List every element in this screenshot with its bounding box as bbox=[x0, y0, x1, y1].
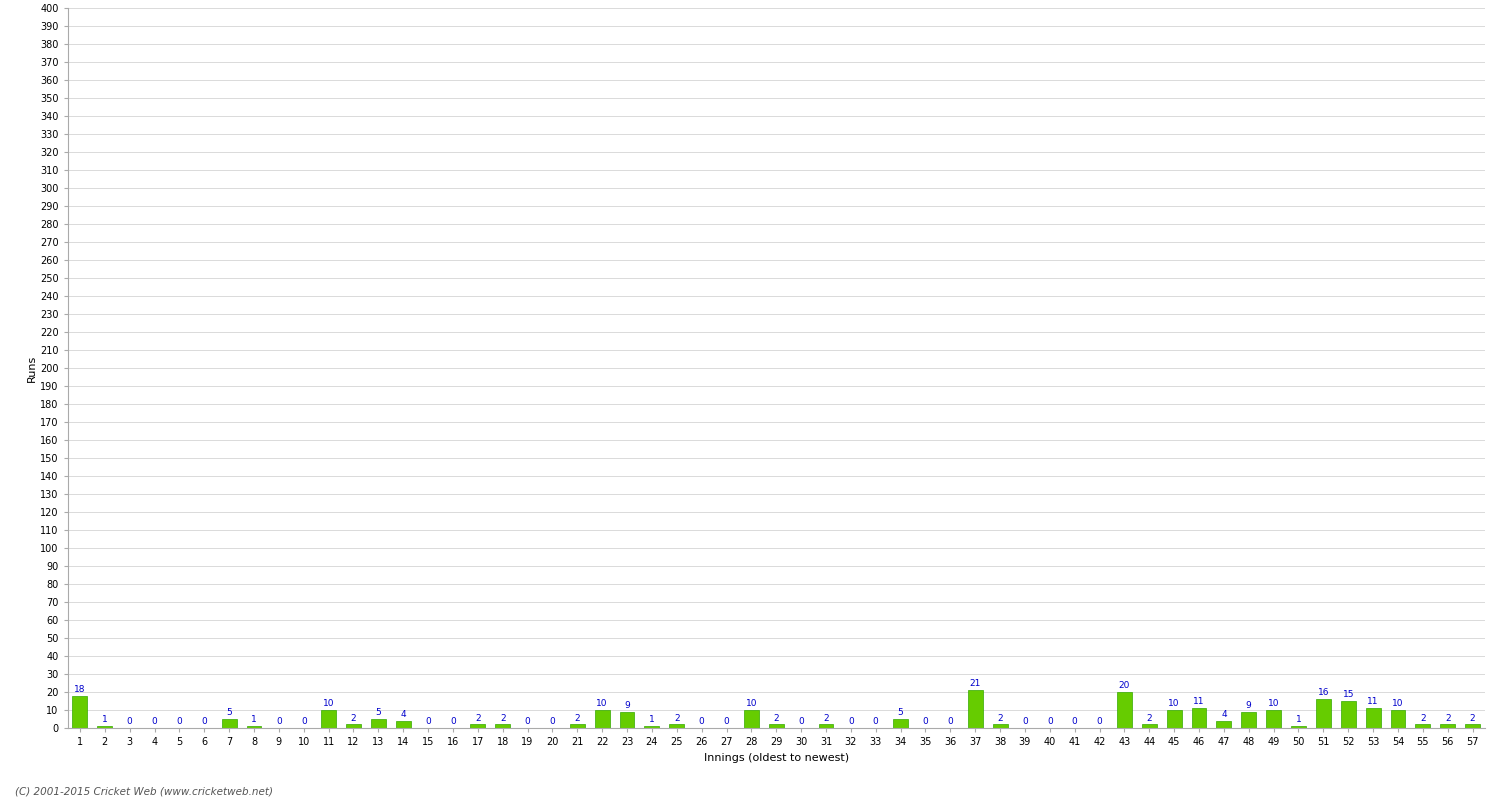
Text: 0: 0 bbox=[723, 718, 729, 726]
Text: 11: 11 bbox=[1368, 698, 1378, 706]
Text: 0: 0 bbox=[699, 718, 705, 726]
Text: 16: 16 bbox=[1317, 688, 1329, 698]
Text: 11: 11 bbox=[1194, 698, 1204, 706]
Text: 4: 4 bbox=[400, 710, 406, 719]
Text: 0: 0 bbox=[1072, 718, 1077, 726]
Text: 2: 2 bbox=[351, 714, 357, 722]
Bar bbox=[1365, 708, 1380, 728]
Bar bbox=[744, 710, 759, 728]
Bar bbox=[1466, 725, 1480, 728]
Text: 9: 9 bbox=[1246, 701, 1251, 710]
Text: 2: 2 bbox=[824, 714, 830, 722]
Text: 10: 10 bbox=[746, 699, 758, 708]
Text: (C) 2001-2015 Cricket Web (www.cricketweb.net): (C) 2001-2015 Cricket Web (www.cricketwe… bbox=[15, 786, 273, 796]
Text: 1: 1 bbox=[251, 715, 257, 725]
Bar bbox=[1167, 710, 1182, 728]
Text: 4: 4 bbox=[1221, 710, 1227, 719]
Text: 0: 0 bbox=[276, 718, 282, 726]
Text: 0: 0 bbox=[450, 718, 456, 726]
Text: 0: 0 bbox=[424, 718, 430, 726]
Bar bbox=[1118, 692, 1132, 728]
Text: 5: 5 bbox=[226, 708, 232, 718]
Text: 5: 5 bbox=[375, 708, 381, 718]
Text: 2: 2 bbox=[574, 714, 580, 722]
Text: 10: 10 bbox=[1268, 699, 1280, 708]
X-axis label: Innings (oldest to newest): Innings (oldest to newest) bbox=[704, 753, 849, 762]
Text: 1: 1 bbox=[1296, 715, 1302, 725]
Bar bbox=[1266, 710, 1281, 728]
Text: 0: 0 bbox=[1096, 718, 1102, 726]
Text: 2: 2 bbox=[1470, 714, 1476, 722]
Bar bbox=[620, 712, 634, 728]
Text: 0: 0 bbox=[1047, 718, 1053, 726]
Text: 0: 0 bbox=[922, 718, 928, 726]
Text: 10: 10 bbox=[1392, 699, 1404, 708]
Text: 0: 0 bbox=[1022, 718, 1028, 726]
Bar bbox=[1390, 710, 1406, 728]
Text: 10: 10 bbox=[322, 699, 334, 708]
Bar bbox=[892, 719, 908, 728]
Y-axis label: Runs: Runs bbox=[27, 354, 38, 382]
Bar bbox=[645, 726, 660, 728]
Bar bbox=[495, 725, 510, 728]
Text: 21: 21 bbox=[969, 679, 981, 688]
Text: 0: 0 bbox=[847, 718, 853, 726]
Text: 2: 2 bbox=[774, 714, 778, 722]
Bar bbox=[370, 719, 386, 728]
Text: 10: 10 bbox=[597, 699, 608, 708]
Bar bbox=[1142, 725, 1156, 728]
Bar bbox=[669, 725, 684, 728]
Text: 1: 1 bbox=[102, 715, 108, 725]
Bar bbox=[1292, 726, 1306, 728]
Bar bbox=[968, 690, 982, 728]
Bar bbox=[1341, 701, 1356, 728]
Text: 2: 2 bbox=[1146, 714, 1152, 722]
Bar bbox=[594, 710, 609, 728]
Text: 10: 10 bbox=[1168, 699, 1180, 708]
Text: 20: 20 bbox=[1119, 682, 1130, 690]
Text: 5: 5 bbox=[897, 708, 903, 718]
Bar bbox=[993, 725, 1008, 728]
Bar bbox=[471, 725, 486, 728]
Text: 2: 2 bbox=[1420, 714, 1425, 722]
Text: 2: 2 bbox=[500, 714, 506, 722]
Bar bbox=[1242, 712, 1256, 728]
Text: 0: 0 bbox=[549, 718, 555, 726]
Text: 0: 0 bbox=[798, 718, 804, 726]
Bar bbox=[346, 725, 362, 728]
Text: 0: 0 bbox=[177, 718, 183, 726]
Text: 15: 15 bbox=[1342, 690, 1354, 699]
Text: 2: 2 bbox=[476, 714, 480, 722]
Text: 0: 0 bbox=[873, 718, 879, 726]
Text: 0: 0 bbox=[201, 718, 207, 726]
Text: 0: 0 bbox=[948, 718, 952, 726]
Text: 0: 0 bbox=[128, 718, 132, 726]
Bar bbox=[321, 710, 336, 728]
Bar bbox=[396, 721, 411, 728]
Bar bbox=[222, 719, 237, 728]
Text: 2: 2 bbox=[674, 714, 680, 722]
Bar bbox=[770, 725, 783, 728]
Text: 0: 0 bbox=[302, 718, 306, 726]
Bar bbox=[1440, 725, 1455, 728]
Text: 9: 9 bbox=[624, 701, 630, 710]
Text: 0: 0 bbox=[152, 718, 157, 726]
Text: 0: 0 bbox=[525, 718, 531, 726]
Text: 2: 2 bbox=[998, 714, 1004, 722]
Bar bbox=[246, 726, 261, 728]
Bar bbox=[1316, 699, 1330, 728]
Bar bbox=[1216, 721, 1231, 728]
Bar bbox=[72, 696, 87, 728]
Text: 1: 1 bbox=[650, 715, 656, 725]
Text: 18: 18 bbox=[74, 685, 86, 694]
Bar bbox=[98, 726, 112, 728]
Bar bbox=[570, 725, 585, 728]
Text: 2: 2 bbox=[1444, 714, 1450, 722]
Bar bbox=[819, 725, 834, 728]
Bar bbox=[1416, 725, 1431, 728]
Bar bbox=[1191, 708, 1206, 728]
